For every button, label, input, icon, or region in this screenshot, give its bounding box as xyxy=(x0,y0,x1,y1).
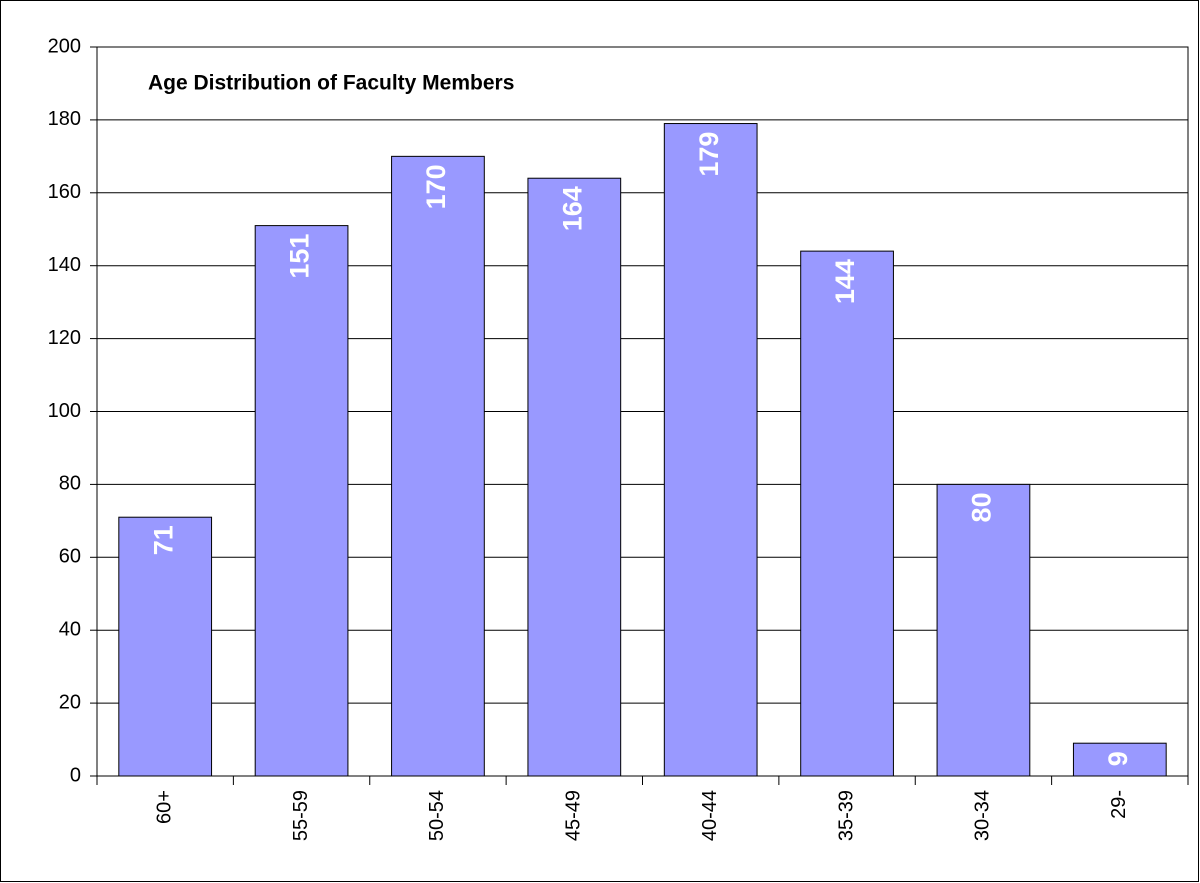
chart-title: Age Distribution of Faculty Members xyxy=(148,72,514,95)
x-tick-label: 60+ xyxy=(153,790,175,824)
y-tick-label: 180 xyxy=(48,108,81,130)
x-tick-label: 45-49 xyxy=(563,790,585,841)
x-tick-label: 29- xyxy=(1108,790,1130,819)
bar-layer xyxy=(118,123,1167,777)
data-label: 80 xyxy=(967,492,997,522)
data-label: 151 xyxy=(285,234,315,279)
bar xyxy=(118,516,213,777)
bar xyxy=(254,225,349,777)
plot-border xyxy=(96,46,1189,777)
x-tick-label: 40-44 xyxy=(699,790,721,841)
bar xyxy=(800,250,894,777)
y-tick-label: 20 xyxy=(59,691,81,713)
data-label: 164 xyxy=(557,186,587,231)
bar xyxy=(391,155,485,777)
bar xyxy=(663,123,758,777)
y-tick-label: 120 xyxy=(48,327,81,349)
x-tick-label: 30-34 xyxy=(972,790,994,841)
x-tick-label: 55-59 xyxy=(290,790,312,841)
bar xyxy=(1072,742,1167,777)
data-label: 71 xyxy=(148,525,178,555)
x-tick-label: 50-54 xyxy=(426,790,448,841)
y-tick-label: 80 xyxy=(59,473,81,495)
y-tick-label: 160 xyxy=(48,181,81,203)
y-tick-label: 60 xyxy=(59,546,81,568)
data-label: 170 xyxy=(421,164,451,209)
data-label: 9 xyxy=(1103,751,1133,766)
y-tick-label: 0 xyxy=(70,764,81,786)
y-tick-label: 100 xyxy=(48,400,81,422)
data-label: 179 xyxy=(694,132,724,177)
x-tick-label: 35-39 xyxy=(835,790,857,841)
y-tick-label: 200 xyxy=(48,35,81,57)
y-tick-label: 40 xyxy=(59,618,81,640)
bar xyxy=(527,177,622,777)
data-label: 144 xyxy=(830,259,860,304)
y-tick-label: 140 xyxy=(48,254,81,276)
bar xyxy=(936,483,1031,777)
